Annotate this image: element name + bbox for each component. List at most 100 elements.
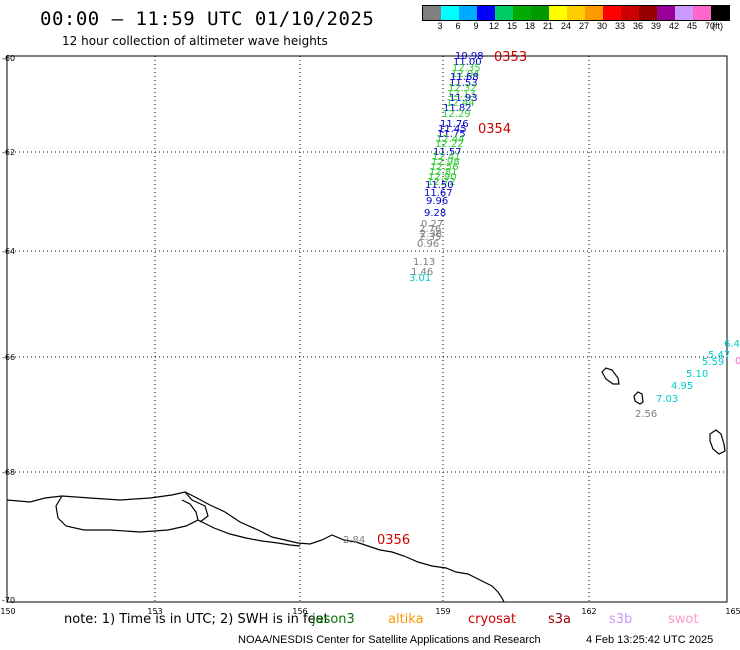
legend-tick-labels: 3 6 9 12 15 18 21 24 27 30 33 36 39 42 45 70 bbox=[422, 21, 728, 33]
coastline-peninsula bbox=[184, 491, 209, 523]
wave-height-reading: 1.13 bbox=[413, 257, 435, 268]
legend-tick: 9 bbox=[473, 21, 479, 31]
legend-swatch bbox=[549, 6, 567, 20]
latitude-label: -70 bbox=[2, 596, 15, 605]
longitude-label: 150 bbox=[0, 607, 15, 616]
latitude-labels: -60 -62 -64 -66 -68 -70 bbox=[2, 54, 15, 605]
legend-swatch bbox=[693, 6, 711, 20]
legend-swatch bbox=[657, 6, 675, 20]
legend-tick: 24 bbox=[560, 21, 572, 31]
latitude-label: -60 bbox=[2, 54, 15, 63]
wave-height-reading: 12.13 bbox=[447, 89, 476, 100]
legend-tick: 33 bbox=[614, 21, 626, 31]
wave-height-reading: 2.35 bbox=[419, 232, 441, 243]
wave-height-reading: 12.72 bbox=[427, 177, 456, 188]
wave-height-reading: 9.28 bbox=[424, 208, 446, 219]
wave-height-reading: 10.98 bbox=[455, 51, 484, 62]
wave-height-reading: 0.96 bbox=[417, 239, 439, 250]
grid-lines bbox=[7, 56, 727, 602]
legend-tick: 42 bbox=[668, 21, 680, 31]
wave-height-reading: 2.56 bbox=[635, 409, 657, 420]
wave-height-reading: 2.84 bbox=[343, 535, 365, 546]
map-subtitle: 12 hour collection of altimeter wave hei… bbox=[62, 34, 328, 48]
wave-height-reading: 12.90 bbox=[428, 172, 457, 183]
latitude-label: -68 bbox=[2, 468, 15, 477]
wave-height-reading: 0.27 bbox=[421, 219, 443, 230]
wave-height-reading: 5.10 bbox=[686, 369, 708, 380]
footer-timestamp: 4 Feb 13:25:42 UTC 2025 bbox=[586, 634, 714, 646]
legend-swatch bbox=[711, 6, 729, 20]
wave-height-reading: 12.44 bbox=[446, 98, 475, 109]
wave-height-reading: 0 bbox=[735, 356, 740, 367]
wave-height-reading: 12.41 bbox=[432, 152, 461, 163]
wave-height-reading: 12.29 bbox=[442, 109, 471, 120]
legend-tick: 21 bbox=[542, 21, 554, 31]
color-legend bbox=[422, 5, 730, 21]
wave-height-reading: 11.75 bbox=[437, 129, 466, 140]
legend-swatch bbox=[513, 6, 531, 20]
footer-credit: NOAA/NESDIS Center for Satellite Applica… bbox=[238, 634, 541, 646]
wave-height-reading: 7.03 bbox=[656, 394, 678, 405]
longitude-label: 156 bbox=[292, 607, 307, 616]
wave-height-reading: 12.32 bbox=[448, 83, 477, 94]
wave-height-reading: 2.76 bbox=[419, 224, 441, 235]
wave-height-reading: 11.67 bbox=[424, 188, 453, 199]
legend-tick: 6 bbox=[455, 21, 461, 31]
latitude-label: -66 bbox=[2, 353, 15, 362]
wave-height-reading: 12.98 bbox=[431, 157, 460, 168]
wave-height-reading: 12.04 bbox=[451, 69, 480, 80]
map-note: note: 1) Time is in UTC; 2) SWH is in fe… bbox=[64, 612, 329, 627]
wave-height-reading: 11.82 bbox=[443, 103, 472, 114]
legend-swatch bbox=[477, 6, 495, 20]
wave-height-reading: 4.95 bbox=[671, 381, 693, 392]
legend-tick: 15 bbox=[506, 21, 518, 31]
satellite-name: s3b bbox=[609, 612, 633, 627]
island bbox=[709, 429, 726, 455]
legend-swatch bbox=[675, 6, 693, 20]
wave-height-reading: 3.01 bbox=[409, 273, 431, 284]
legend-swatch bbox=[603, 6, 621, 20]
wave-height-reading: 11.68 bbox=[450, 72, 479, 83]
wave-height-reading: 5.59 bbox=[702, 357, 724, 368]
legend-tick: 12 bbox=[488, 21, 500, 31]
legend-tick: 45 bbox=[686, 21, 698, 31]
pass-time-label: 0354 bbox=[478, 122, 511, 137]
legend-swatch bbox=[531, 6, 549, 20]
wave-height-reading: 6.4 bbox=[724, 339, 740, 350]
longitude-labels: 150 153 156 159 162 165 bbox=[0, 607, 740, 616]
legend-swatch bbox=[621, 6, 639, 20]
pass-time-label: 0353 bbox=[494, 50, 527, 65]
legend-unit: (ft) bbox=[712, 21, 723, 31]
wave-height-reading: 1.46 bbox=[411, 267, 433, 278]
legend-tick: 70 bbox=[704, 21, 716, 31]
legend-swatch bbox=[639, 6, 657, 20]
island bbox=[601, 367, 620, 385]
wave-height-reading: 11.53 bbox=[449, 78, 478, 89]
wave-height-reading: 11.00 bbox=[453, 57, 482, 68]
legend-swatch bbox=[567, 6, 585, 20]
legend-tick: 39 bbox=[650, 21, 662, 31]
latitude-label: -62 bbox=[2, 148, 15, 157]
pass-times: 0353 0354 0356 bbox=[377, 50, 527, 548]
wave-height-reading: 12.22 bbox=[435, 139, 464, 150]
wave-height-reading: 12.44 bbox=[436, 134, 465, 145]
longitude-label: 159 bbox=[435, 607, 450, 616]
legend-swatch bbox=[495, 6, 513, 20]
legend-tick: 18 bbox=[524, 21, 536, 31]
legend-swatch bbox=[423, 6, 441, 20]
wave-height-reading: 5.47 bbox=[708, 350, 730, 361]
satellite-name: cryosat bbox=[468, 612, 516, 627]
satellite-name: jason3 bbox=[312, 612, 355, 627]
antarctic-coastline bbox=[6, 491, 505, 603]
legend-swatch bbox=[459, 6, 477, 20]
latitude-label: -64 bbox=[2, 247, 15, 256]
wave-height-reading: 9.96 bbox=[426, 196, 448, 207]
wave-height-reading: 11.93 bbox=[449, 93, 478, 104]
wave-height-reading: 11.76 bbox=[440, 119, 469, 130]
wave-height-reading: 11.57 bbox=[433, 147, 462, 158]
satellite-name: altika bbox=[388, 612, 424, 627]
satellite-name: swot bbox=[668, 612, 699, 627]
legend-tick: 3 bbox=[437, 21, 443, 31]
legend-tick: 30 bbox=[596, 21, 608, 31]
